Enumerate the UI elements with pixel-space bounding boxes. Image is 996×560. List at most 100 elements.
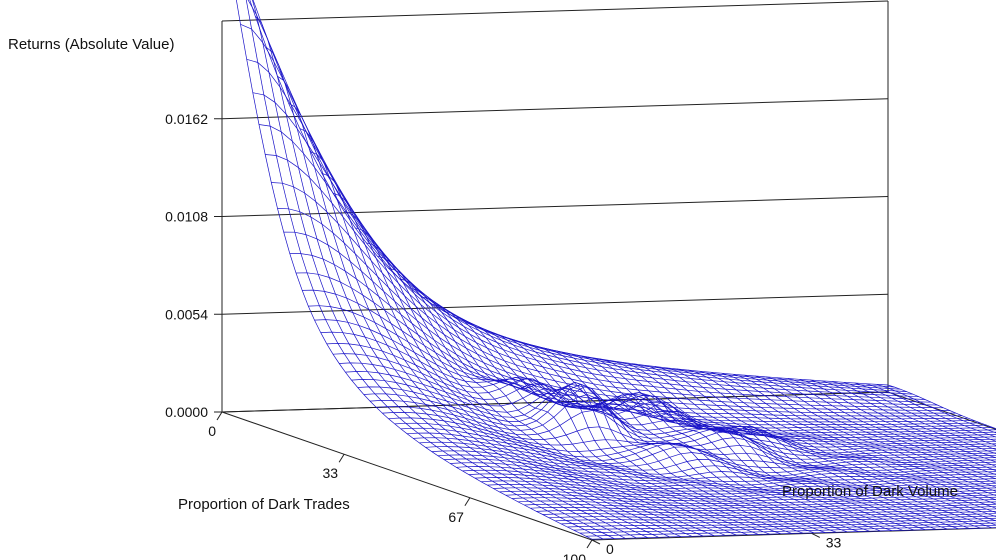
mesh-line-u <box>249 0 889 386</box>
mesh-line-v <box>432 304 804 534</box>
mesh-line-v <box>799 378 996 463</box>
mesh-line-v <box>610 360 981 529</box>
mesh-line-v <box>245 0 604 540</box>
mesh-line-u <box>265 154 932 403</box>
z-gridline <box>221 293 889 315</box>
chart-frame <box>214 0 996 549</box>
mesh-line-v <box>236 0 593 540</box>
y-axis-label: Proportion of Dark Volume <box>782 483 958 500</box>
z-gridline <box>221 98 889 120</box>
edge-top <box>221 0 889 22</box>
mesh-line-v <box>543 347 915 531</box>
x-tick-mark <box>338 453 345 463</box>
surface-mesh <box>236 0 996 540</box>
mesh-line-v <box>843 381 996 446</box>
mesh-line-v <box>310 151 681 537</box>
x-tick-label: 33 <box>323 465 339 481</box>
mesh-line-v <box>599 358 970 529</box>
x-axis-label: Proportion of Dark Trades <box>178 496 350 513</box>
mesh-line-v <box>466 322 837 533</box>
mesh-line-v <box>343 210 715 537</box>
mesh-line-v <box>399 278 770 535</box>
mesh-line-u <box>277 208 944 409</box>
mesh-line-v <box>810 379 996 459</box>
x-tick-label: 0 <box>208 423 216 439</box>
mesh-line-v <box>654 366 996 518</box>
mesh-line-v <box>677 368 996 509</box>
mesh-line-v <box>643 364 996 522</box>
mesh-line-v <box>410 288 781 535</box>
mesh-line-v <box>299 128 670 538</box>
z-tick-label: 0.0162 <box>165 111 208 127</box>
z-tick-label: 0.0054 <box>165 306 208 322</box>
mesh-line-v <box>377 255 748 536</box>
mesh-line-v <box>865 383 996 438</box>
mesh-line-v <box>588 356 959 530</box>
mesh-line-v <box>876 384 996 434</box>
mesh-line-v <box>277 76 648 538</box>
mesh-line-v <box>632 363 996 526</box>
mesh-line-v <box>366 242 737 536</box>
mesh-line-v <box>255 16 626 539</box>
mesh-line-u <box>252 92 919 398</box>
mesh-line-v <box>321 172 693 537</box>
mesh-line-v <box>521 342 892 531</box>
mesh-line-v <box>443 310 815 534</box>
chart-labels: Returns (Absolute Value) Proportion of D… <box>8 36 958 513</box>
mesh-line-u <box>240 23 907 392</box>
mesh-line-v <box>477 327 848 533</box>
y-tick-mark <box>591 539 601 545</box>
mesh-line-u <box>289 253 956 414</box>
x-tick-label: 67 <box>448 509 464 525</box>
mesh-line-v <box>832 381 996 450</box>
z-tick-label: 0.0000 <box>165 404 208 420</box>
mesh-line-v <box>499 335 870 532</box>
z-axis-label: Returns (Absolute Value) <box>8 36 174 53</box>
mesh-line-v <box>721 372 996 492</box>
mesh-line-v <box>710 371 996 496</box>
mesh-line-v <box>854 382 996 442</box>
mesh-line-v <box>788 378 996 467</box>
mesh-line-v <box>566 352 937 530</box>
base-trades-axis <box>221 411 593 541</box>
mesh-line-v <box>288 102 659 538</box>
x-tick-mark <box>464 497 471 507</box>
mesh-line-v <box>688 369 996 505</box>
mesh-line-v <box>577 354 948 530</box>
mesh-line-v <box>821 380 996 455</box>
mesh-line-v <box>554 350 926 530</box>
z-tick-label: 0.0108 <box>165 209 208 225</box>
mesh-line-v <box>621 361 992 529</box>
x-tick-mark <box>586 539 593 549</box>
y-tick-mark <box>811 532 821 538</box>
x-tick-label: 100 <box>563 551 587 560</box>
x-tick-mark <box>216 411 223 421</box>
mesh-line-v <box>776 377 996 471</box>
mesh-line-v <box>510 338 881 532</box>
mesh-line-v <box>743 374 996 484</box>
mesh-line-v <box>421 296 792 534</box>
mesh-line-v <box>732 373 996 488</box>
mesh-line-u <box>271 182 938 406</box>
mesh-line-v <box>532 345 903 531</box>
mesh-line-v <box>887 384 996 430</box>
mesh-line-u <box>283 231 950 411</box>
mesh-line-v <box>699 370 996 501</box>
z-gridline <box>221 196 889 217</box>
mesh-line-v <box>388 267 759 535</box>
mesh-line-v <box>355 227 726 536</box>
mesh-line-v <box>488 331 859 532</box>
y-tick-label: 33 <box>826 534 842 550</box>
mesh-line-v <box>765 376 996 476</box>
mesh-line-v <box>252 0 615 539</box>
mesh-line-v <box>266 47 637 539</box>
mesh-line-v <box>455 316 826 533</box>
mesh-line-v <box>665 367 996 513</box>
mesh-line-v <box>332 192 704 537</box>
mesh-line-u <box>252 0 895 388</box>
base-front <box>591 527 996 541</box>
mesh-line-v <box>754 375 996 480</box>
y-tick-label: 0 <box>606 541 614 557</box>
